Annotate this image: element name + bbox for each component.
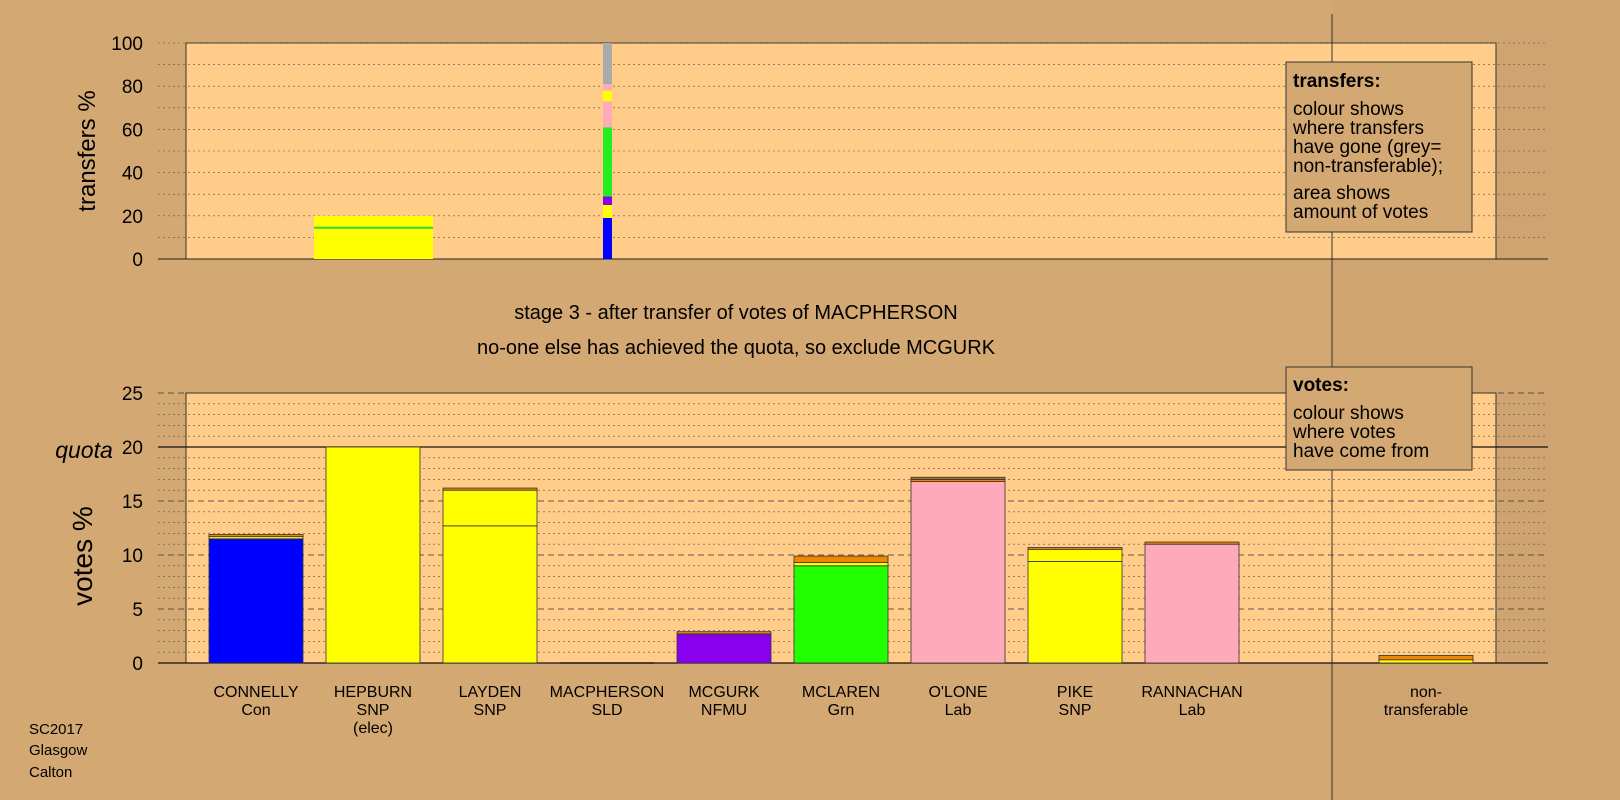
transfers-legend-line-3: have gone (grey= <box>1293 137 1441 158</box>
footer-line-3: Calton <box>29 764 72 781</box>
candidate-party: Con <box>241 702 270 719</box>
votes-legend-title: votes: <box>1293 375 1349 396</box>
vote-segment-rannachan <box>1144 543 1240 664</box>
transfers-y-ticks: 0 20 40 60 80 100 <box>111 34 143 271</box>
vote-segment-mclaren <box>793 555 889 563</box>
transfers-y-axis-label: transfers % <box>74 90 101 211</box>
stage-title: stage 3 - after transfer of votes of MAC… <box>514 302 958 324</box>
votes-y-axis-label: votes % <box>67 506 98 606</box>
vote-segment-pike <box>1027 549 1123 562</box>
votes-y-tick-label: 10 <box>122 546 143 567</box>
votes-legend-line-3: have come from <box>1293 441 1429 462</box>
transfer-segment-macpherson <box>603 196 612 205</box>
votes-y-tick-label: 15 <box>122 492 143 513</box>
transfer-segment-macpherson <box>603 217 612 259</box>
nontransferable-segment <box>1378 655 1474 661</box>
transfers-y-tick-label: 0 <box>132 250 143 271</box>
candidate-party: SLD <box>591 702 622 719</box>
candidate-party: NFMU <box>701 702 747 719</box>
vote-segment-layden <box>442 525 538 664</box>
transfers-y-tick-label: 20 <box>122 207 143 228</box>
candidate-party: SNP <box>357 702 390 719</box>
vote-segment-layden <box>442 489 538 527</box>
candidate-name: LAYDEN <box>459 684 522 701</box>
candidate-name: MACPHERSON <box>550 684 665 701</box>
vote-segment-rannachan <box>1144 541 1240 545</box>
vote-segment-olone <box>910 481 1006 664</box>
vote-segment-connelly <box>208 538 304 664</box>
transfers-legend-line-2: where transfers <box>1292 118 1424 139</box>
transfers-panel: 0 20 40 60 80 100 transfers % <box>74 34 1548 271</box>
vote-segment-pike <box>1027 561 1123 664</box>
transfers-y-tick-label: 100 <box>111 34 143 55</box>
transfers-bars <box>314 43 612 259</box>
transfer-segment-macpherson <box>603 43 612 85</box>
candidate-name: CONNELLY <box>213 684 298 701</box>
vote-segment-layden <box>442 487 538 491</box>
candidate-party: Grn <box>828 702 855 719</box>
candidate-party: SNP <box>474 702 507 719</box>
votes-y-ticks: 0 5 10 15 25 20 <box>122 384 143 675</box>
transfers-y-tick-label: 40 <box>122 164 143 185</box>
vote-segment-olone <box>910 476 1006 480</box>
votes-y-tick-label: 5 <box>132 600 143 621</box>
transfers-legend: transfers: colour shows where transfers … <box>1285 61 1473 233</box>
vote-segment-mcgurk <box>676 633 772 664</box>
transfers-legend-line-6: amount of votes <box>1293 202 1428 223</box>
vote-segment-mclaren <box>793 565 889 664</box>
candidate-party: Lab <box>945 702 972 719</box>
candidate-name: MCGURK <box>688 684 759 701</box>
vote-segment-connelly <box>208 534 304 538</box>
nontransferable-segment <box>1378 659 1474 664</box>
candidate-labels: CONNELLYConHEPBURNSNP(elec)LAYDENSNPMACP… <box>213 684 1468 737</box>
votes-legend: votes: colour shows where votes have com… <box>1285 366 1473 471</box>
vote-segment-mcgurk <box>676 631 772 635</box>
transfer-segment-macpherson <box>603 84 612 91</box>
transfer-segment-macpherson <box>603 101 612 128</box>
votes-legend-line-1: colour shows <box>1293 403 1404 424</box>
nontransferable-label: non- <box>1410 684 1442 701</box>
candidate-name: HEPBURN <box>334 684 412 701</box>
transfer-segment-macpherson <box>603 127 612 197</box>
footer-line-1: SC2017 <box>29 721 83 738</box>
votes-bars <box>208 446 1474 664</box>
transfers-y-tick-label: 60 <box>122 120 143 141</box>
footer-line-2: Glasgow <box>29 742 88 759</box>
transfers-legend-line-1: colour shows <box>1293 99 1404 120</box>
votes-y-tick-label: 0 <box>132 654 143 675</box>
vote-segment-mclaren <box>793 562 889 567</box>
candidate-name: RANNACHAN <box>1141 684 1242 701</box>
transfer-segment-hepburn <box>314 215 433 227</box>
transfer-segment-macpherson <box>603 90 612 102</box>
votes-legend-line-2: where votes <box>1292 422 1395 443</box>
quota-label: quota <box>55 437 113 463</box>
transfers-legend-line-5: area shows <box>1293 183 1390 204</box>
vote-segment-pike <box>1027 547 1123 551</box>
nontransferable-label: transferable <box>1384 702 1469 719</box>
footer: SC2017 Glasgow Calton <box>29 721 88 781</box>
transfers-y-tick-label: 80 <box>122 77 143 98</box>
votes-y-tick-label: 25 <box>122 384 143 405</box>
transfer-segment-hepburn <box>314 228 433 259</box>
votes-y-tick-label: 20 <box>122 438 143 459</box>
candidate-name: MCLAREN <box>802 684 880 701</box>
transfer-segment-hepburn <box>314 226 433 229</box>
candidate-party: SNP <box>1059 702 1092 719</box>
stage-subtitle: no-one else has achieved the quota, so e… <box>477 337 996 359</box>
candidate-status: (elec) <box>353 720 393 737</box>
candidate-party: Lab <box>1179 702 1206 719</box>
votes-legend-box <box>1285 366 1473 471</box>
transfers-legend-line-4: non-transferable); <box>1293 156 1443 177</box>
transfer-segment-macpherson <box>603 205 612 218</box>
candidate-name: O'LONE <box>928 684 987 701</box>
candidate-name: PIKE <box>1057 684 1093 701</box>
vote-segment-hepburn <box>325 446 421 664</box>
transfers-legend-title: transfers: <box>1293 71 1381 92</box>
transfers-legend-box <box>1285 61 1473 233</box>
